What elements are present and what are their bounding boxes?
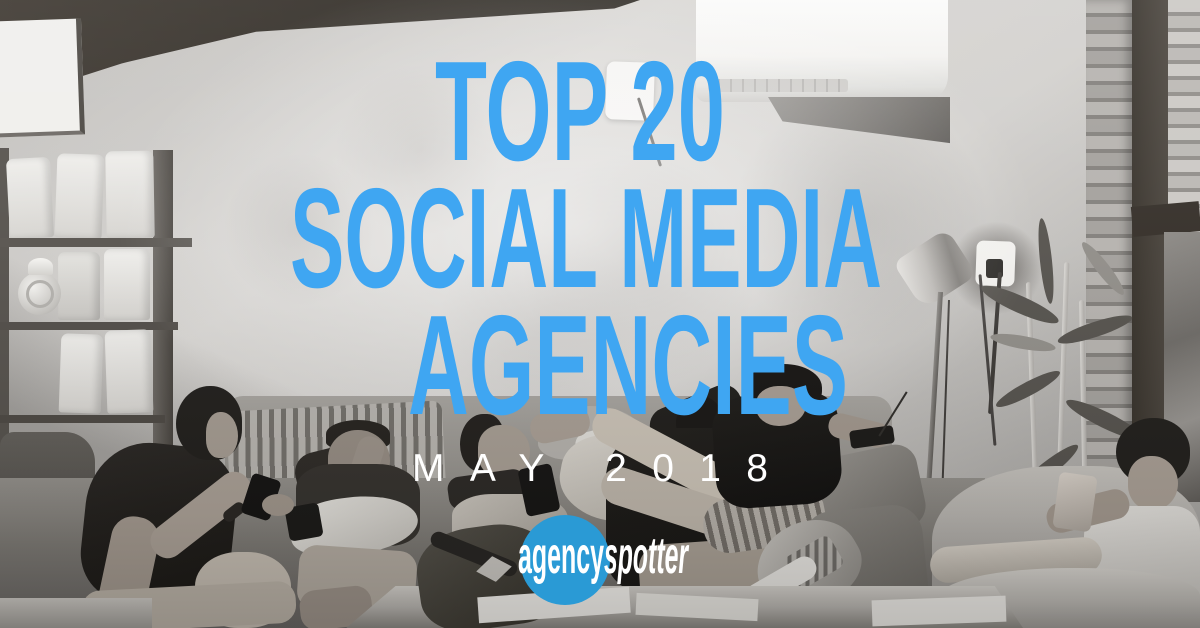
headline-line-1: TOP 20	[435, 32, 725, 191]
person-front-face	[206, 412, 238, 458]
date-subtitle: MAY 2018	[412, 447, 768, 490]
person-front-hand	[262, 494, 294, 516]
headline-line-2: SOCIAL MEDIA	[290, 159, 882, 318]
logo-word-agency: agency	[518, 527, 604, 585]
agencyspotter-logo: agency spotter	[518, 515, 689, 605]
headline-line-3: AGENCIES	[408, 286, 848, 445]
side-table	[0, 598, 152, 628]
person-armchair-face	[1128, 456, 1178, 510]
logo-circle	[520, 515, 610, 605]
logo-word-spotter: spotter	[604, 527, 689, 585]
person-right-face	[756, 386, 806, 426]
